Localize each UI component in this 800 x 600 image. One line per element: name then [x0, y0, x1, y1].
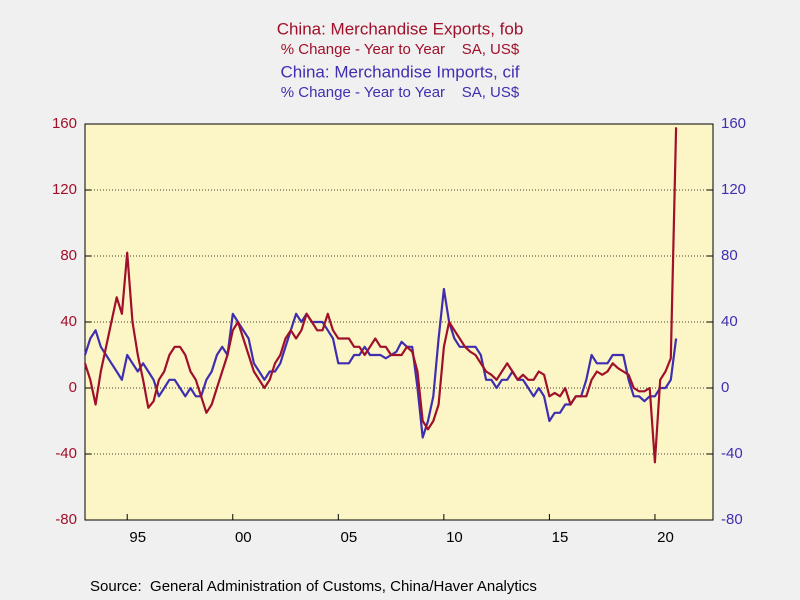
x-tick-label: 15: [552, 529, 569, 546]
series-line: [83, 127, 678, 464]
y-tick-label: 40: [60, 313, 77, 330]
y-tick-label: -80: [55, 511, 77, 528]
plot-area: [84, 123, 714, 521]
y2-tick-label: 0: [721, 379, 729, 396]
x-tick-label: 05: [341, 529, 358, 546]
y2-tick-label: -80: [721, 511, 743, 528]
x-tick-label: 00: [235, 529, 252, 546]
exports-subtitle: % Change - Year to Year SA, US$: [281, 41, 520, 58]
y-tick-label: 160: [52, 115, 77, 132]
y2-tick-label: 80: [721, 247, 738, 264]
y-tick-label: -40: [55, 445, 77, 462]
exports-title: China: Merchandise Exports, fob: [277, 19, 524, 38]
y-tick-label: 80: [60, 247, 77, 264]
y2-tick-label: 160: [721, 115, 746, 132]
y2-tick-label: -40: [721, 445, 743, 462]
x-tick-label: 95: [129, 529, 146, 546]
x-tick-label: 10: [446, 529, 463, 546]
y2-tick-label: 40: [721, 313, 738, 330]
y-tick-label: 120: [52, 181, 77, 198]
imports-title: China: Merchandise Imports, cif: [280, 62, 519, 81]
y-tick-label: 0: [69, 379, 77, 396]
x-tick-label: 20: [657, 529, 674, 546]
imports-subtitle: % Change - Year to Year SA, US$: [281, 84, 520, 101]
y2-tick-label: 120: [721, 181, 746, 198]
source: Source: General Administration of Custom…: [90, 578, 537, 595]
